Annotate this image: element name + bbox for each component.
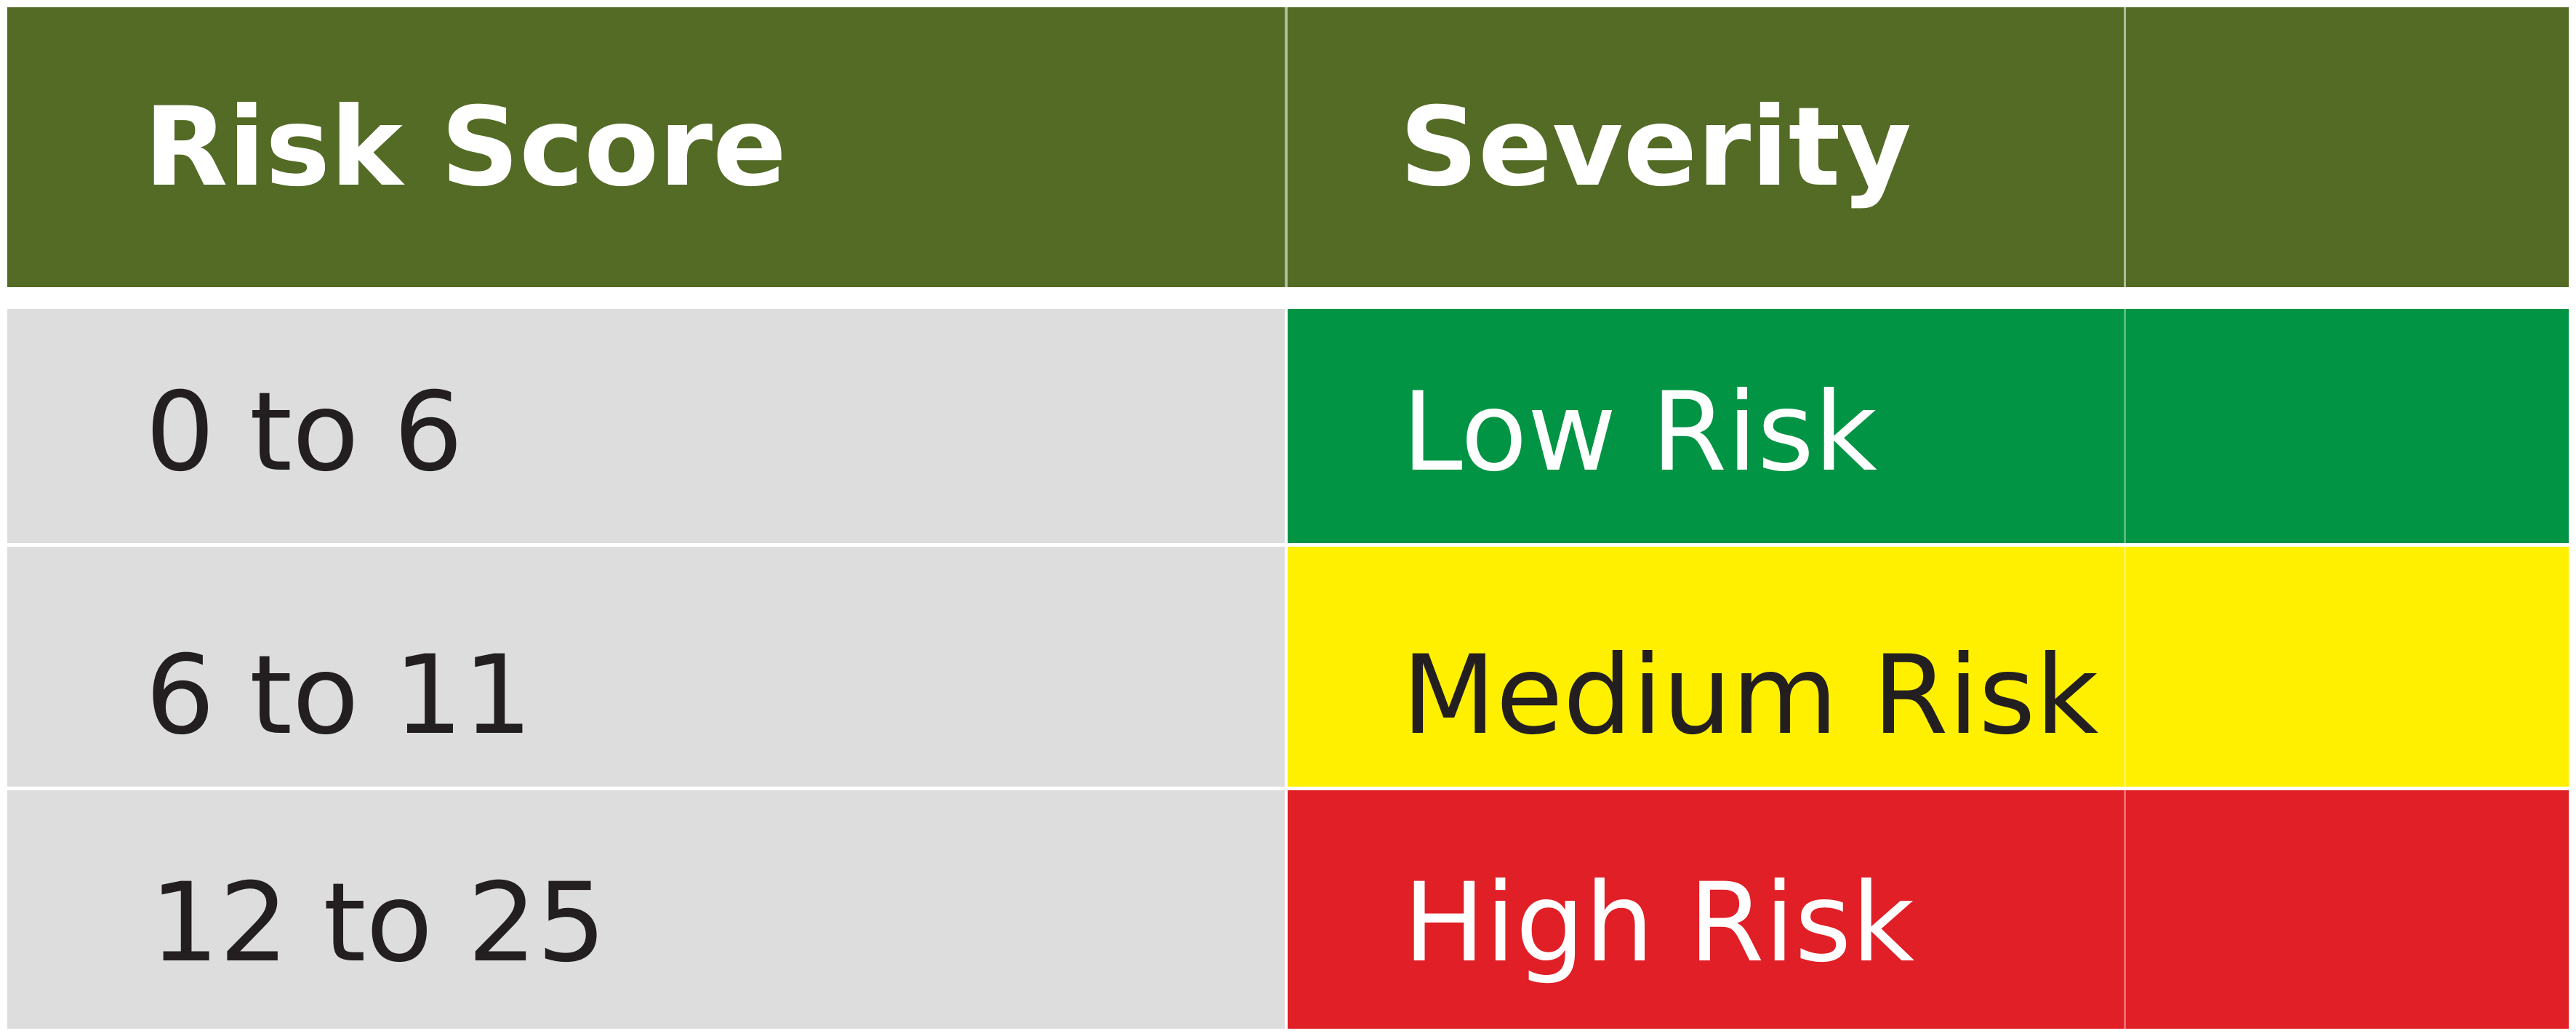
- score-value-high: 12 to 25: [150, 860, 606, 987]
- header-column-divider: [1285, 7, 1288, 287]
- header-risk-score: Risk Score: [144, 84, 787, 211]
- score-value-low: 0 to 6: [145, 369, 463, 496]
- severity-cell-low: [1288, 309, 2569, 543]
- severity-label-low: Low Risk: [1402, 369, 1877, 496]
- score-cell-medium: [7, 547, 1285, 787]
- severity-label-medium: Medium Risk: [1402, 633, 2099, 759]
- severity-cell-high: [1288, 790, 2569, 1029]
- score-cell-high: [7, 790, 1285, 1029]
- severity-label-high: High Risk: [1403, 860, 1915, 987]
- score-cell-low: [7, 309, 1285, 543]
- header-severity: Severity: [1400, 84, 1912, 211]
- body-extra-divider: [2124, 309, 2126, 1029]
- header-extra-divider: [2124, 7, 2126, 287]
- header-row: [7, 7, 2569, 287]
- severity-cell-medium: [1288, 547, 2569, 787]
- score-value-medium: 6 to 11: [145, 633, 533, 759]
